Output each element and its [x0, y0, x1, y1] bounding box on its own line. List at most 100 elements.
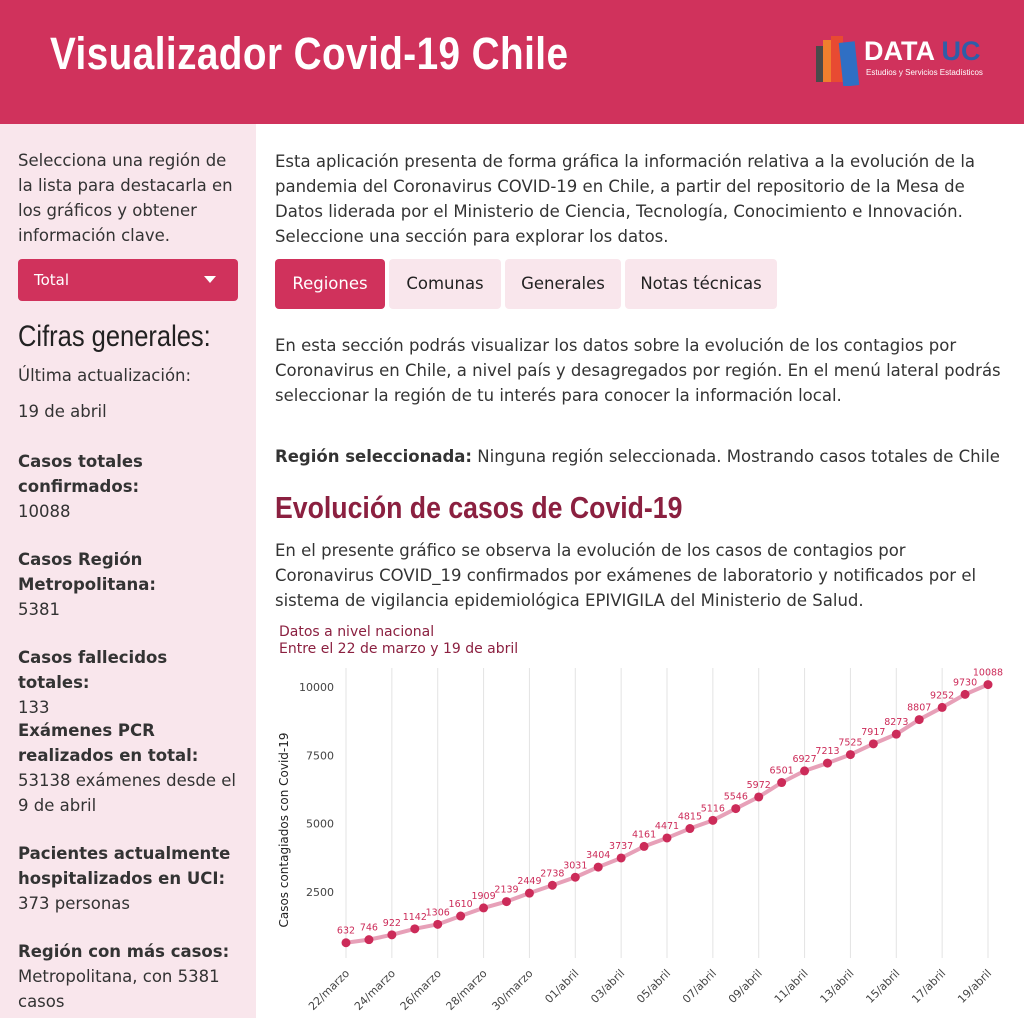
data-label: 1142	[403, 912, 427, 923]
stat-pcr-exams: Exámenes PCR realizados en total: 53138 …	[18, 718, 244, 818]
stat-top-region: Región con más casos: Metropolitana, con…	[18, 939, 244, 1014]
data-label: 632	[337, 926, 355, 937]
stat-value: 10088	[18, 502, 71, 521]
data-label: 746	[360, 923, 378, 934]
region-select[interactable]: Total	[18, 259, 238, 301]
data-label: 7917	[861, 727, 885, 738]
stat-deaths: Casos fallecidos totales: 133	[18, 645, 244, 720]
stat-value: 133	[18, 698, 50, 717]
logo-subtitle: Estudios y Servicios Estadísticos	[866, 68, 983, 77]
y-tick-label: 7500	[306, 749, 334, 762]
data-label: 8807	[907, 703, 931, 714]
caret-down-icon	[204, 276, 216, 283]
logo-wordmark: DATA UC	[864, 36, 981, 66]
app-header: Visualizador Covid-19 Chile DATA UC Estu…	[0, 0, 1024, 124]
data-label: 2738	[540, 868, 564, 879]
sidebar-intro: Selecciona una región de la lista para d…	[18, 151, 233, 245]
x-tick-label: 26/marzo	[398, 967, 444, 1013]
y-axis-label: Casos contagiados con Covid-19	[277, 732, 291, 927]
data-point	[983, 680, 993, 690]
data-label: 4815	[678, 812, 702, 823]
tab-generales[interactable]: Generales	[505, 259, 621, 309]
data-point	[937, 702, 947, 712]
data-label: 1610	[449, 899, 473, 910]
x-tick-label: 19/abril	[955, 967, 994, 1006]
data-point	[662, 833, 672, 843]
tab-regiones[interactable]: Regiones	[275, 259, 385, 309]
stat-label: Casos Región Metropolitana:	[18, 550, 156, 594]
data-label: 5546	[724, 792, 748, 803]
cifras-title: Cifras generales:	[18, 320, 211, 353]
books-logo-icon	[816, 36, 860, 86]
data-label: 2139	[494, 885, 518, 896]
stat-total-cases: Casos totales confirmados: 10088	[18, 449, 208, 524]
x-tick-label: 13/abril	[818, 967, 857, 1006]
data-point	[593, 862, 603, 872]
selected-region: Región seleccionada: Ninguna región sele…	[275, 444, 1005, 469]
sidebar: Selecciona una región de la lista para d…	[0, 124, 256, 1018]
stat-value: 5381	[18, 600, 60, 619]
data-point	[387, 930, 397, 940]
data-label: 9252	[930, 690, 954, 701]
update-value: 19 de abril	[18, 402, 107, 421]
x-tick-label: 24/marzo	[352, 967, 398, 1013]
stat-value: Metropolitana, con 5381 casos	[18, 967, 220, 1011]
x-tick-label: 03/abril	[588, 967, 627, 1006]
region-select-value: Total	[34, 271, 70, 289]
x-tick-label: 15/abril	[863, 967, 902, 1006]
data-point	[433, 919, 443, 929]
data-point	[502, 897, 511, 907]
data-label: 3404	[586, 850, 610, 861]
data-label: 4161	[632, 829, 656, 840]
section-description: En el presente gráfico se observa la evo…	[275, 541, 977, 610]
x-tick-label: 30/marzo	[489, 967, 535, 1013]
data-label: 5972	[747, 780, 771, 791]
data-point	[914, 715, 924, 725]
data-point	[891, 729, 901, 739]
data-label: 8273	[884, 717, 908, 728]
data-label: 1306	[426, 907, 450, 918]
stat-value: 373 personas	[18, 894, 131, 913]
data-point	[823, 758, 832, 768]
data-point	[845, 750, 855, 760]
data-label: 6501	[770, 766, 794, 777]
x-tick-label: 09/abril	[726, 967, 765, 1006]
selected-region-value: Ninguna región seleccionada. Mostrando c…	[472, 447, 1000, 466]
data-label: 10088	[973, 668, 1003, 679]
data-point	[777, 778, 787, 788]
section-title: Evolución de casos de Covid-19	[275, 490, 683, 525]
stat-label: Pacientes actualmente hospitalizados en …	[18, 844, 231, 888]
data-point	[685, 824, 695, 834]
stat-value: 53138 exámenes desde el 9 de abril	[18, 771, 236, 815]
chart-title: Datos a nivel nacional	[279, 624, 435, 640]
tab-comunas[interactable]: Comunas	[389, 259, 501, 309]
x-tick-label: 11/abril	[772, 967, 811, 1006]
data-point	[731, 804, 741, 814]
stat-metropolitana-cases: Casos Región Metropolitana: 5381	[18, 547, 208, 622]
data-point	[754, 792, 764, 802]
data-point	[960, 689, 970, 699]
selected-region-label: Región seleccionada:	[275, 447, 473, 466]
data-point	[456, 911, 466, 921]
stat-label: Exámenes PCR realizados en total:	[18, 721, 199, 765]
data-point	[708, 815, 718, 825]
data-label: 1909	[471, 891, 495, 902]
data-point	[479, 903, 489, 913]
data-point	[639, 841, 649, 851]
data-label: 3031	[563, 860, 587, 871]
x-tick-label: 22/marzo	[306, 967, 352, 1013]
data-point	[341, 938, 351, 948]
data-label: 2449	[517, 876, 541, 887]
y-tick-label: 10000	[299, 681, 334, 694]
app-title: Visualizador Covid-19 Chile	[50, 28, 569, 79]
x-tick-label: 05/abril	[634, 967, 673, 1006]
y-tick-label: 5000	[306, 818, 334, 831]
data-label: 7525	[838, 738, 862, 749]
x-tick-label: 01/abril	[542, 967, 581, 1006]
data-point	[410, 924, 420, 934]
tab-notas-tecnicas[interactable]: Notas técnicas	[625, 259, 777, 309]
data-label: 7213	[815, 746, 839, 757]
data-point	[570, 872, 580, 882]
data-uc-logo[interactable]: DATA UC Estudios y Servicios Estadístico…	[814, 30, 994, 86]
data-point	[616, 853, 626, 863]
